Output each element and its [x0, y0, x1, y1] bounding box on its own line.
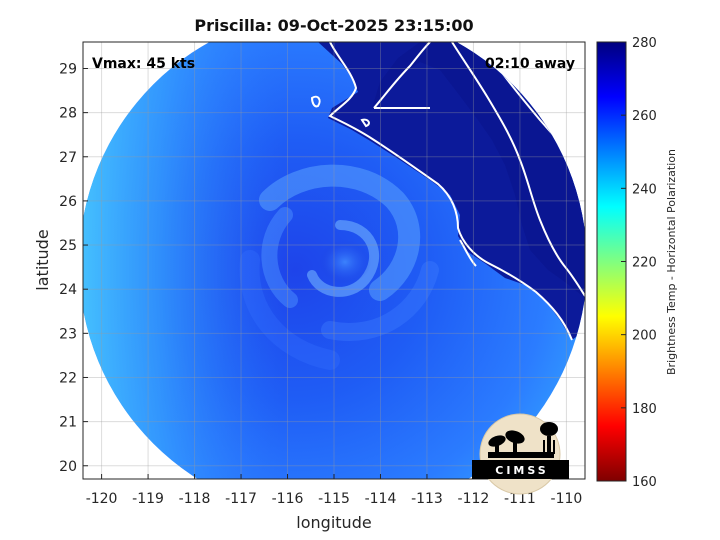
x-tick-label: -111: [504, 491, 536, 507]
colorbar-tick-label: 160: [632, 475, 657, 490]
satellite-swath: [83, 42, 585, 479]
gulf-of-california: [372, 42, 585, 298]
map-plot-area: [82, 41, 586, 480]
x-tick-label: -117: [225, 491, 257, 507]
y-tick-labels: 20 21 22 23 24 25 26 27 28 29: [59, 61, 77, 474]
colorbar-tick-label: 260: [632, 109, 657, 124]
x-tick-label: -110: [551, 491, 583, 507]
x-tick-label: -112: [458, 491, 490, 507]
colorbar-tick-label: 220: [632, 256, 657, 271]
y-tick-label: 22: [59, 370, 77, 386]
cimss-logo-text: CIMSS: [495, 464, 548, 477]
x-tick-label: -116: [272, 491, 304, 507]
y-tick-label: 23: [59, 326, 77, 342]
map-gridlines: [83, 42, 585, 479]
vmax-label: Vmax: 45 kts: [92, 56, 195, 72]
x-tick-label: -113: [411, 491, 443, 507]
colorbar-tick-label: 200: [632, 329, 657, 344]
cimss-logo-silhouette: [488, 422, 558, 458]
colorbar-label: Brightness Temp - Horizontal Polarizatio…: [665, 149, 678, 375]
x-tick-label: -114: [365, 491, 397, 507]
y-tick-label: 27: [59, 150, 77, 166]
time-away-label: 02:10 away: [485, 56, 575, 72]
colorbar-tick-label: 240: [632, 182, 657, 197]
x-tick-label: -119: [132, 491, 164, 507]
cimss-logo-bar: [472, 460, 569, 479]
colorbar-tick-label: 180: [632, 402, 657, 417]
x-tick-label: -118: [179, 491, 211, 507]
y-tick-label: 29: [59, 61, 77, 77]
storm-center: [319, 240, 371, 284]
colorbar-ticks: 160 180 200 220 240 260 280: [621, 36, 657, 490]
y-tick-label: 25: [59, 238, 77, 254]
x-tick-label: -115: [318, 491, 350, 507]
storm-cloud-bands: [239, 164, 439, 370]
y-tick-label: 24: [59, 282, 77, 298]
map-title: Priscilla: 09-Oct-2025 23:15:00: [194, 16, 473, 35]
y-tick-label: 20: [59, 459, 77, 475]
y-tick-label: 26: [59, 194, 77, 210]
x-axis-label: longitude: [296, 513, 371, 532]
y-axis-label: latitude: [33, 229, 52, 290]
colorbar-tick-label: 280: [632, 36, 657, 51]
cimss-logo: CIMSS: [472, 413, 569, 495]
x-tick-label: -120: [86, 491, 118, 507]
y-tick-label: 28: [59, 106, 77, 122]
x-tick-labels: -120 -119 -118 -117 -116 -115 -114 -113 -112 -111…: [86, 491, 583, 507]
colorbar: 160 180 200 220 240 260 280 Brightness Temp - …: [596, 36, 678, 490]
y-tick-label: 21: [59, 415, 77, 431]
